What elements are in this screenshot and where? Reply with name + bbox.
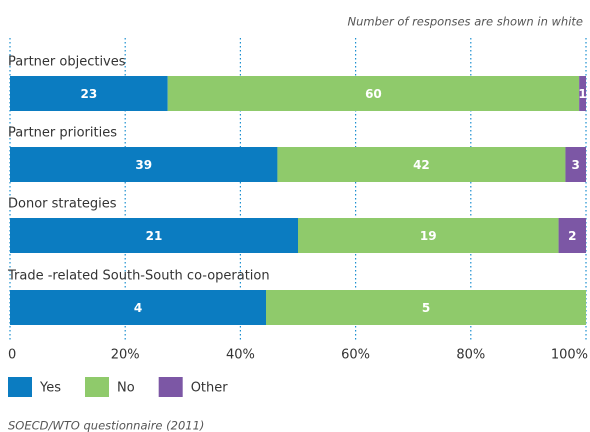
value-label: 39 <box>135 158 152 172</box>
value-label: 23 <box>81 87 98 101</box>
value-label: 4 <box>134 301 142 315</box>
x-tick-label: 20% <box>111 348 140 363</box>
bar-segment <box>579 76 586 111</box>
bar-segment <box>10 76 168 111</box>
bar-segment <box>277 147 566 182</box>
bar-segment <box>10 290 266 325</box>
value-label: 19 <box>420 229 437 243</box>
category-label: Trade -related South-South co-operation <box>7 269 270 284</box>
bar-segment <box>167 76 580 111</box>
x-tick-label: 0 <box>8 348 16 363</box>
legend-label: Yes <box>39 381 61 396</box>
legend-swatch <box>8 377 32 397</box>
bar-segment <box>298 218 559 253</box>
category-label: Partner objectives <box>8 55 126 70</box>
subtitle: Number of responses are shown in white <box>347 15 583 29</box>
value-label: 2 <box>568 229 576 243</box>
x-tick-label: 40% <box>226 348 255 363</box>
value-label: 42 <box>413 158 430 172</box>
bar-segment <box>10 147 278 182</box>
x-tick-label: 80% <box>456 348 485 363</box>
bar-segment <box>10 218 298 253</box>
bar-segment <box>558 218 586 253</box>
legend-swatch <box>85 377 109 397</box>
category-label: Donor strategies <box>8 197 117 212</box>
value-label: 60 <box>365 87 382 101</box>
legend-label: No <box>117 381 135 396</box>
bar-segment <box>565 147 586 182</box>
category-label: Partner priorities <box>8 126 117 141</box>
value-label: 21 <box>146 229 163 243</box>
source: SOECD/WTO questionnaire (2011) <box>8 419 204 432</box>
bar-segment <box>266 290 586 325</box>
legend-label: Other <box>191 381 229 396</box>
legend-swatch <box>158 377 183 397</box>
value-label: 3 <box>572 158 580 172</box>
x-tick-label: 100% <box>551 348 588 363</box>
value-label: 5 <box>422 301 430 315</box>
value-label: 1 <box>578 87 586 101</box>
x-tick-label: 60% <box>341 348 370 363</box>
